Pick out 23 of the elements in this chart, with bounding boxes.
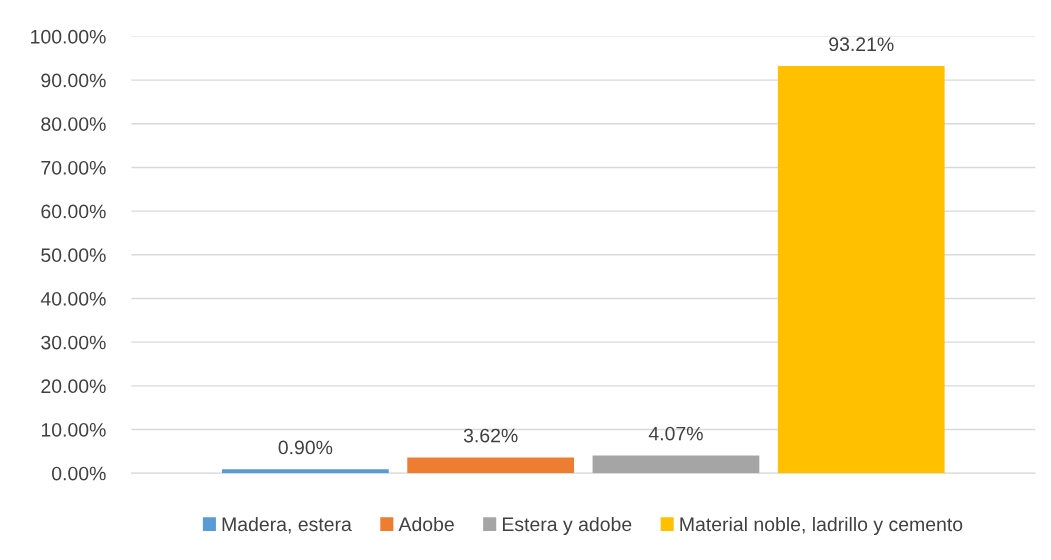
y-tick-label: 90.00% (41, 73, 106, 88)
data-label: 93.21% (829, 37, 894, 52)
y-tick-label: 20.00% (41, 379, 106, 394)
y-tick-label: 100.00% (31, 29, 106, 44)
legend-label: Estera y adobe (502, 516, 632, 536)
y-tick-label: 10.00% (41, 422, 106, 437)
y-tick-label: 60.00% (41, 204, 106, 219)
y-tick-label: 70.00% (41, 160, 106, 175)
bar (777, 66, 945, 474)
bar (221, 469, 389, 474)
bar (407, 457, 575, 474)
y-tick-label: 80.00% (41, 117, 106, 131)
y-tick-label: 0.00% (52, 466, 106, 481)
bar (592, 455, 760, 474)
data-label: 0.90% (278, 440, 333, 455)
y-tick-label: 50.00% (41, 248, 106, 263)
legend-label: Adobe (398, 516, 454, 532)
y-tick-label: 30.00% (41, 335, 106, 350)
data-label: 4.07% (648, 426, 703, 441)
data-label: 3.62% (463, 428, 518, 443)
legend-label: Material noble, ladrillo y cemento (680, 516, 963, 536)
y-tick-label: 40.00% (40, 291, 106, 306)
legend-label: Madera, estera (222, 516, 352, 534)
